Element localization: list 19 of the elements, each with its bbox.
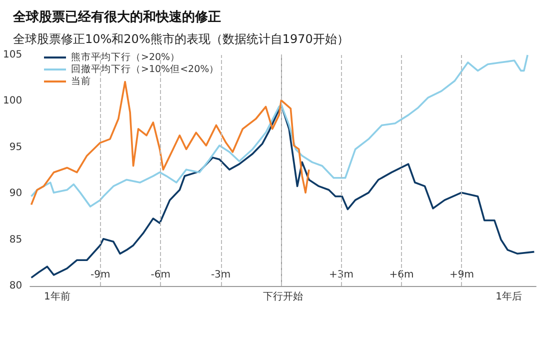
legend-label: 回撤平均下行（>10%但<20%） [71, 63, 220, 75]
text: 1年后 [496, 290, 522, 302]
y-tick-label: 85 [9, 234, 22, 246]
y-tick-label: 100 [2, 96, 22, 107]
chart-subtitle: 全球股票修正10%和20%熊市的表现（数据统计自1970开始） [13, 32, 349, 46]
chart-title: 全球股票已经有很大的和快速的修正 [12, 9, 221, 25]
x-tick-label: -6m [150, 270, 170, 280]
x-tick-label: +9m [449, 270, 474, 280]
legend-label: 当前 [71, 75, 91, 87]
line-series [30, 54, 528, 208]
x-tick-label: -9m [90, 270, 110, 280]
text: 1年前 [44, 290, 70, 302]
y-tick-label: 105 [2, 50, 22, 60]
x-tick-label: -3m [210, 270, 231, 280]
y-tick-label: 80 [9, 280, 22, 292]
y-tick-label: 95 [9, 142, 22, 153]
y-tick-label: 90 [9, 188, 22, 200]
text: 下行开始 [263, 292, 303, 302]
legend-label: 熊市平均下行（>20%） [71, 51, 180, 63]
